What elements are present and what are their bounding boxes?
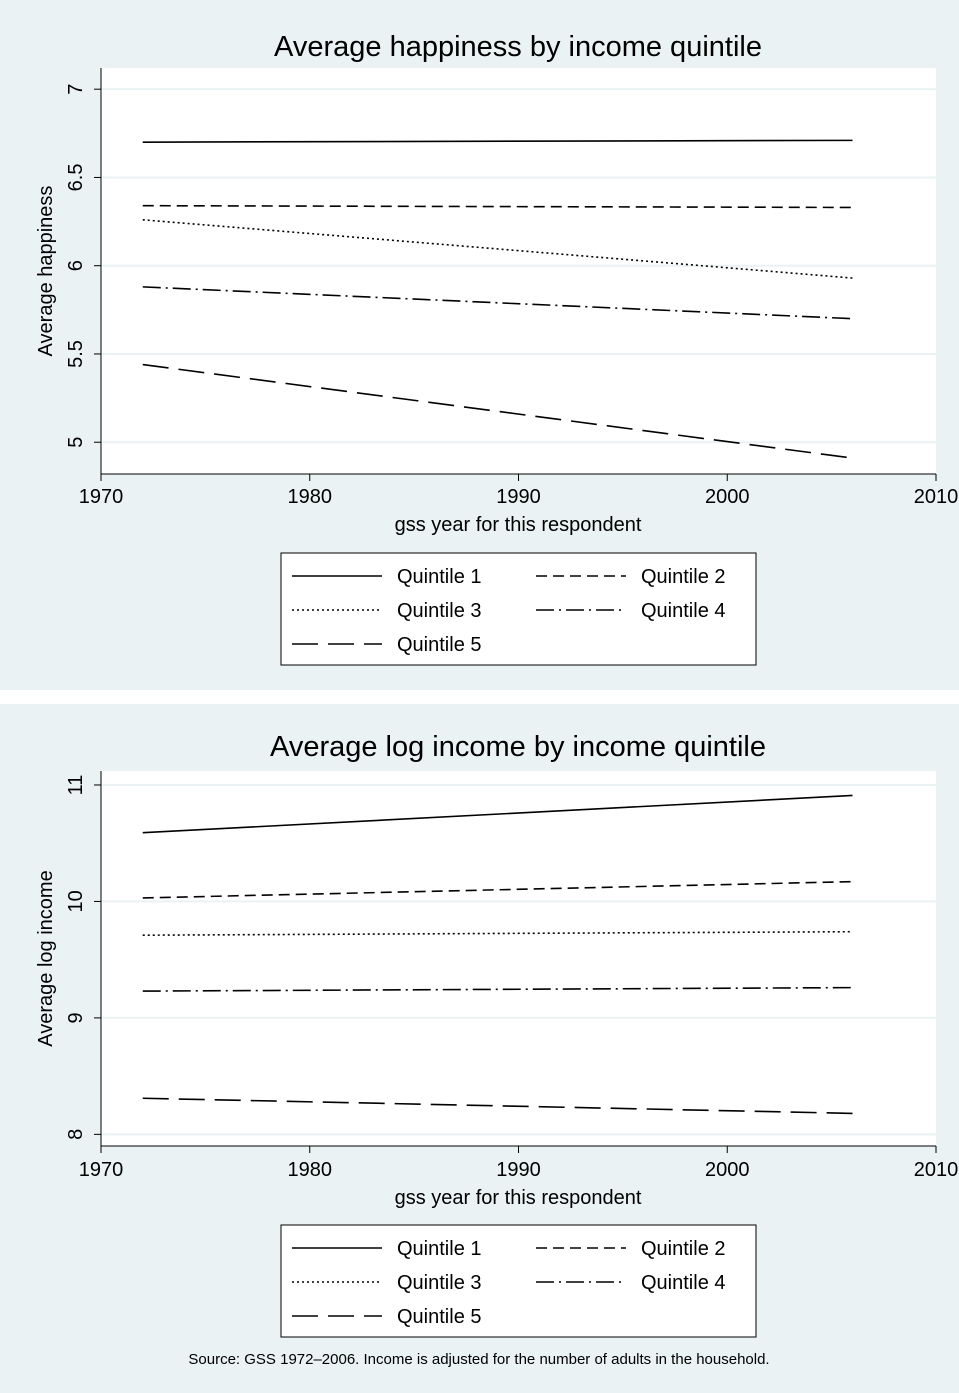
series-line-quintile-1 xyxy=(142,139,853,143)
legend-label: Quintile 5 xyxy=(397,1306,482,1328)
legend: Quintile 1 Quintile 2 Quintile 3 Quintile 4… xyxy=(280,552,757,666)
x-tick-label: 1980 xyxy=(288,486,333,508)
legend-label: Quintile 5 xyxy=(397,634,482,656)
series-line-quintile-3 xyxy=(142,930,853,937)
y-tick-label: 6.5 xyxy=(65,164,87,192)
y-tick-label: 10 xyxy=(65,890,87,912)
series-line-quintile-4 xyxy=(142,986,853,992)
series-line-quintile-5 xyxy=(142,363,853,459)
y-tick-label: 6 xyxy=(65,260,87,271)
x-tick-label: 2010 xyxy=(914,486,959,508)
legend-box xyxy=(280,552,757,666)
legend-label: Quintile 2 xyxy=(641,566,726,588)
series-line-quintile-1 xyxy=(142,794,853,834)
chart-panel-1: 5 5.5 6 6.5 7 1970 1980 1990 2000 2010 Average hap… xyxy=(0,0,959,690)
x-tick-label: 1990 xyxy=(496,1159,541,1181)
legend-label: Quintile 4 xyxy=(641,600,726,622)
y-tick-label: 9 xyxy=(65,1012,87,1023)
y-tick-label: 11 xyxy=(65,775,87,796)
y-tick-label: 5.5 xyxy=(65,340,87,368)
x-tick-label: 1970 xyxy=(79,1159,124,1181)
y-tick-label: 5 xyxy=(65,437,87,448)
y-axis-label: Average happiness xyxy=(35,186,57,357)
x-tick-label: 2000 xyxy=(705,1159,750,1181)
legend-label: Quintile 4 xyxy=(641,1272,726,1294)
legend-label: Quintile 1 xyxy=(397,1238,482,1260)
legend-label: Quintile 3 xyxy=(397,1272,482,1294)
x-tick-label: 1980 xyxy=(288,1159,333,1181)
legend-label: Quintile 3 xyxy=(397,600,482,622)
y-axis-label: Average log income xyxy=(35,870,57,1046)
series-line-quintile-5 xyxy=(142,1097,853,1115)
legend-label: Quintile 1 xyxy=(397,566,482,588)
chart-title: Average log income by income quintile xyxy=(270,731,766,763)
x-tick-label: 1990 xyxy=(496,486,541,508)
chart-panel-2: 8 9 10 11 1970 1980 1990 2000 2010 Average log in… xyxy=(0,704,959,1393)
legend-box xyxy=(280,1224,757,1338)
x-axis-label: gss year for this respondent xyxy=(395,1187,642,1209)
series-line-quintile-3 xyxy=(142,219,853,279)
plot-area xyxy=(101,771,936,1146)
legend-label: Quintile 2 xyxy=(641,1238,726,1260)
x-tick-label: 1970 xyxy=(79,486,124,508)
y-tick-label: 8 xyxy=(65,1129,87,1140)
source-note: Source: GSS 1972–2006. Income is adjuste… xyxy=(188,1351,769,1368)
x-tick-label: 2010 xyxy=(914,1159,959,1181)
x-tick-label: 2000 xyxy=(705,486,750,508)
y-tick-label: 7 xyxy=(65,84,87,95)
plot-area xyxy=(101,68,936,474)
chart-title: Average happiness by income quintile xyxy=(274,31,762,63)
x-axis-label: gss year for this respondent xyxy=(395,514,642,536)
legend: Quintile 1 Quintile 2 Quintile 3 Quintile 4… xyxy=(280,1224,757,1338)
